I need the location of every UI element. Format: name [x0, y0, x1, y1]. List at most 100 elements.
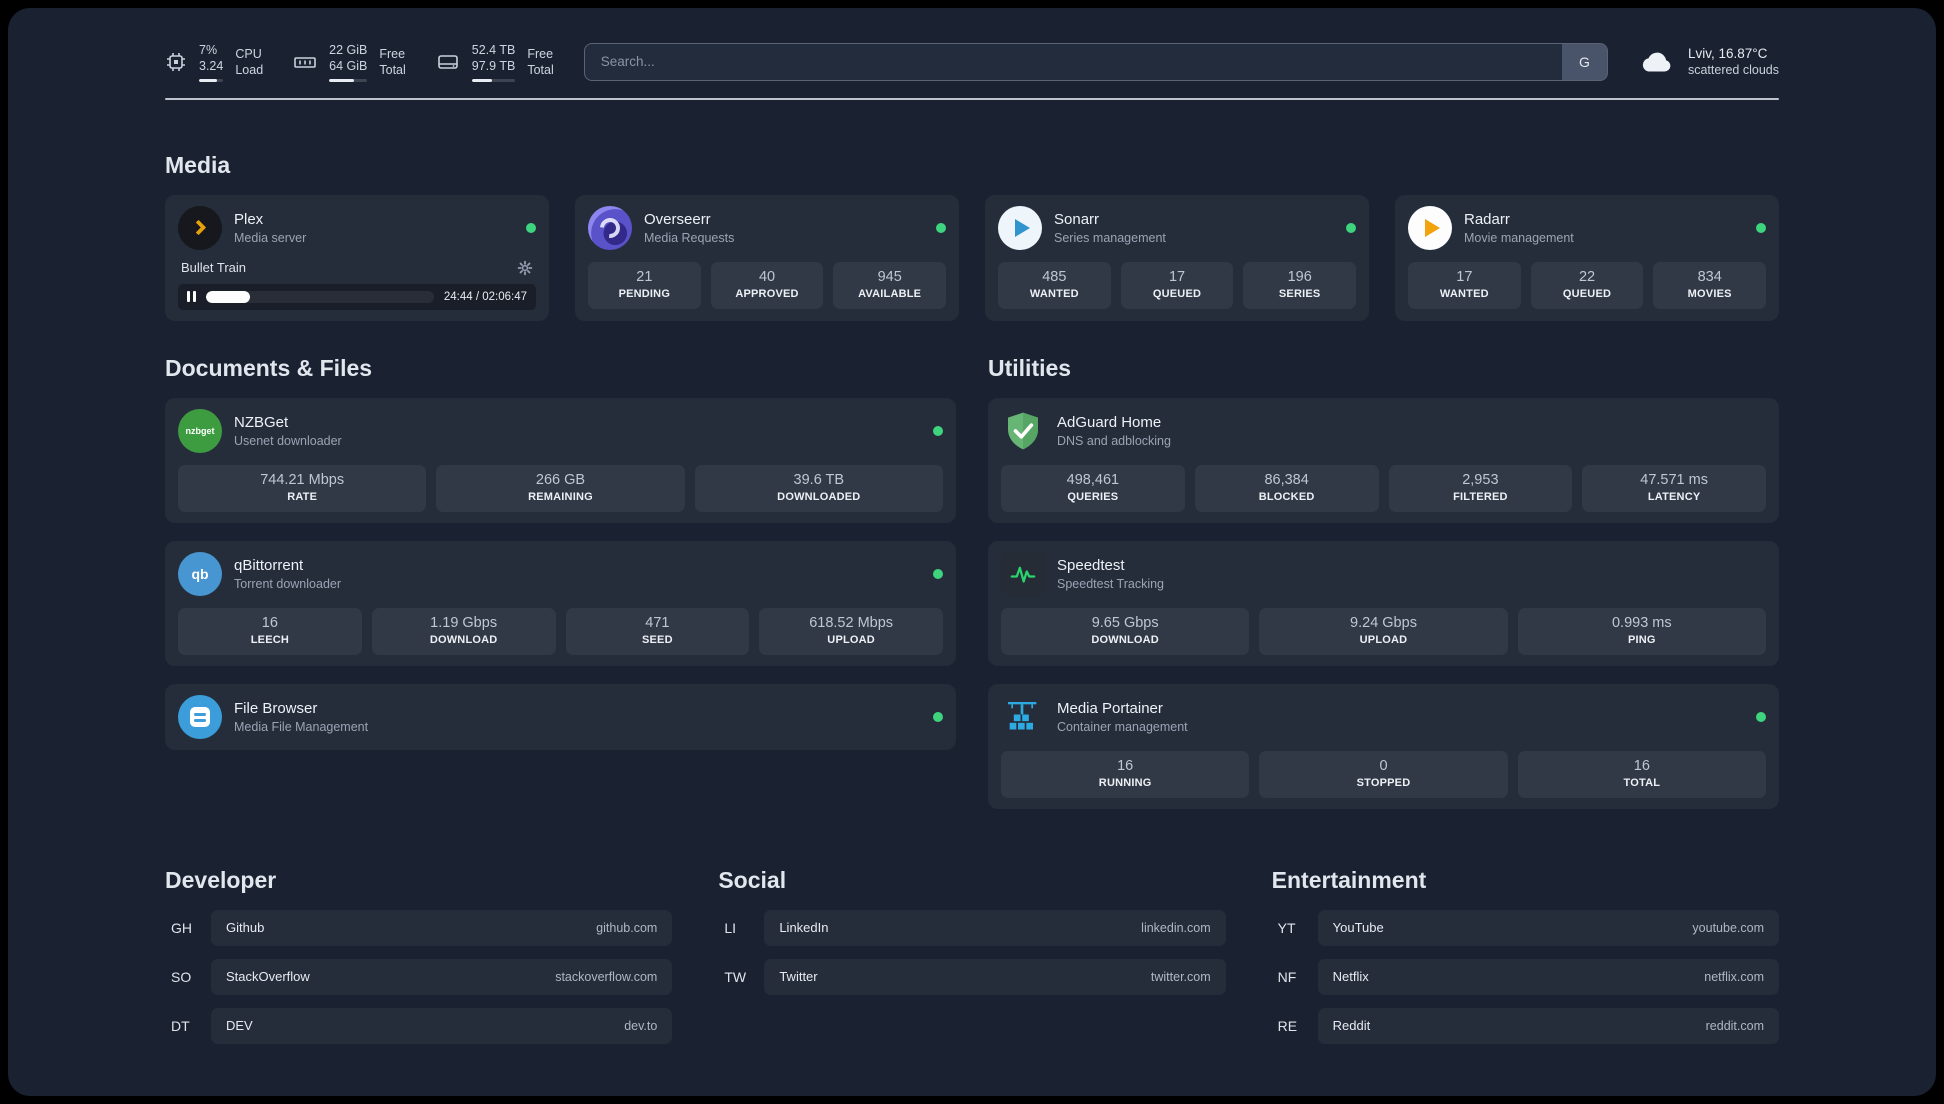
service-card-radarr[interactable]: Radarr Movie management 17 WANTED 22 QUEUE… — [1395, 194, 1779, 321]
service-name: NZBGet — [234, 413, 289, 431]
search-input[interactable] — [583, 42, 1562, 81]
service-name: AdGuard Home — [1057, 413, 1162, 431]
section-title-utilities: Utilities — [988, 354, 1072, 381]
stat-block: 196 SERIES — [1243, 261, 1357, 309]
service-desc: Media server — [234, 230, 307, 245]
card-titles: Overseerr Media Requests — [644, 211, 734, 245]
bookmark-pill: Twitter twitter.com — [764, 958, 1226, 995]
service-desc: Usenet downloader — [234, 433, 342, 448]
stat-block: 498,461 QUERIES — [1001, 464, 1185, 512]
cpu-percent: 7% — [199, 43, 218, 57]
stat-block: 834 MOVIES — [1653, 261, 1767, 309]
filebrowser-icon — [178, 694, 222, 739]
bookmark-list: LI LinkedIn linkedin.com TW Twitter twit… — [718, 909, 1226, 995]
bookmark-abbr: LI — [724, 919, 737, 936]
bookmark-url: netflix.com — [1704, 969, 1764, 984]
settings-gear-icon[interactable] — [517, 260, 533, 276]
memory-icon — [294, 56, 316, 68]
stat-block: 21 PENDING — [588, 261, 701, 309]
bookmarks: Developer GH Github github.com SO StackO… — [165, 867, 1779, 1057]
disk-widget: 52.4 TB 97.9 TB Free Total — [436, 42, 554, 82]
service-card-sonarr[interactable]: Sonarr Series management 485 WANTED 17 QUE… — [985, 194, 1369, 321]
status-dot — [933, 425, 943, 436]
bookmark-linkedin[interactable]: LI LinkedIn linkedin.com — [718, 909, 1226, 946]
service-card-overseerr[interactable]: Overseerr Media Requests 21 PENDING 40 APP… — [575, 194, 959, 321]
progress-track[interactable] — [206, 290, 434, 303]
bookmark-stackoverflow[interactable]: SO StackOverflow stackoverflow.com — [165, 958, 673, 995]
card-titles: Radarr Movie management — [1464, 211, 1574, 245]
stats-row: 498,461 QUERIES 86,384 BLOCKED 2,953 FILTER… — [1001, 464, 1766, 512]
card-titles: AdGuard Home DNS and adblocking — [1057, 414, 1171, 448]
bookmark-list: GH Github github.com SO StackOverflow st… — [165, 909, 673, 1044]
disk-values: 52.4 TB 97.9 TB — [471, 42, 516, 82]
status-dot — [933, 711, 943, 722]
memory-widget: 22 GiB 64 GiB Free Total — [293, 42, 406, 82]
bookmark-pill: DEV dev.to — [211, 1007, 673, 1044]
topbar: 7% 3.24 CPU Load 22 GiB 64 GiB — [165, 42, 1779, 82]
service-desc: Speedtest Tracking — [1057, 576, 1165, 591]
service-desc: Media Requests — [644, 230, 735, 245]
stat-block: 618.52 Mbps UPLOAD — [759, 607, 943, 655]
bookmark-twitter[interactable]: TW Twitter twitter.com — [718, 958, 1226, 995]
service-desc: Torrent downloader — [234, 576, 342, 591]
bookmark-abbr: RE — [1277, 1017, 1298, 1034]
bookmark-url: linkedin.com — [1141, 920, 1211, 935]
service-card-nzbget[interactable]: nzbget NZBGet Usenet downloader 744.21 M… — [165, 397, 956, 523]
bookmark-url: github.com — [596, 920, 658, 935]
bookmark-group-developer: Developer GH Github github.com SO StackO… — [165, 867, 673, 1057]
service-desc: Movie management — [1464, 230, 1574, 245]
weather-condition: scattered clouds — [1687, 63, 1779, 78]
stats-row: 21 PENDING 40 APPROVED 945 AVAILABLE — [588, 261, 947, 309]
card-head: Plex Media server — [178, 205, 536, 250]
stat-block: 9.65 Gbps DOWNLOAD — [1001, 607, 1250, 655]
bookmark-abbr: TW — [724, 968, 747, 985]
pause-icon[interactable] — [187, 291, 196, 302]
stats-row: 16 LEECH 1.19 Gbps DOWNLOAD 471 SEED 618.52… — [178, 607, 943, 655]
stat-block: 744.21 Mbps RATE — [178, 464, 427, 512]
service-card-filebrowser[interactable]: File Browser Media File Management — [165, 683, 956, 750]
stat-block: 471 SEED — [565, 607, 750, 655]
cpu-widget: 7% 3.24 CPU Load — [165, 42, 263, 82]
bookmark-url: stackoverflow.com — [555, 969, 658, 984]
qbittorrent-icon: qb — [178, 551, 222, 596]
disk-labels: Free Total — [527, 46, 554, 77]
search-provider-button[interactable]: G — [1561, 42, 1608, 81]
status-dot — [526, 222, 536, 233]
card-head: Sonarr Series management — [998, 205, 1356, 250]
memory-values: 22 GiB 64 GiB — [329, 42, 368, 82]
stat-block: 47.571 ms LATENCY — [1582, 464, 1766, 512]
stat-block: 16 LEECH — [178, 607, 362, 655]
bookmark-pill: Github github.com — [211, 909, 673, 946]
card-titles: Speedtest Speedtest Tracking — [1057, 557, 1164, 591]
status-dot — [1756, 222, 1766, 233]
status-dot — [933, 568, 943, 579]
portainer-icon — [1001, 695, 1045, 739]
media-grid: Plex Media server Bullet Train — [165, 194, 1779, 321]
service-card-qbittorrent[interactable]: qb qBittorrent Torrent downloader 16 LEEC… — [165, 540, 956, 666]
bookmark-abbr: YT — [1277, 919, 1296, 936]
service-name: Media Portainer — [1057, 699, 1163, 717]
bookmark-dev[interactable]: DT DEV dev.to — [165, 1007, 673, 1044]
section-utilities: Utilities AdGuard Home — [988, 355, 1779, 809]
middle-columns: Documents & Files nzbget NZBGet Usenet d… — [165, 355, 1779, 809]
bookmark-github[interactable]: GH Github github.com — [165, 909, 673, 946]
cpu-values: 7% 3.24 — [199, 42, 224, 82]
bookmark-pill: YouTube youtube.com — [1317, 909, 1779, 946]
card-titles: Plex Media server — [234, 211, 306, 245]
bookmark-netflix[interactable]: NF Netflix netflix.com — [1272, 958, 1779, 995]
resource-widgets: 7% 3.24 CPU Load 22 GiB 64 GiB — [165, 42, 554, 82]
status-dot — [1756, 711, 1766, 722]
stat-block: 0 STOPPED — [1259, 750, 1508, 798]
service-card-plex[interactable]: Plex Media server Bullet Train — [165, 194, 549, 321]
section-title-entertainment: Entertainment — [1271, 866, 1427, 893]
service-card-adguard[interactable]: AdGuard Home DNS and adblocking 498,461 Q… — [988, 397, 1779, 523]
bookmark-youtube[interactable]: YT YouTube youtube.com — [1272, 909, 1779, 946]
cpu-bar — [199, 78, 224, 82]
service-card-portainer[interactable]: Media Portainer Container management 16 R… — [988, 683, 1779, 809]
card-head: AdGuard Home DNS and adblocking — [1001, 409, 1766, 453]
bookmark-reddit[interactable]: RE Reddit reddit.com — [1272, 1007, 1779, 1044]
player-progress[interactable]: 24:44 / 02:06:47 — [178, 283, 536, 310]
bookmark-name: Twitter — [779, 969, 818, 984]
adguard-shield-icon — [1001, 409, 1045, 453]
service-card-speedtest[interactable]: Speedtest Speedtest Tracking 9.65 Gbps DO… — [988, 540, 1779, 666]
